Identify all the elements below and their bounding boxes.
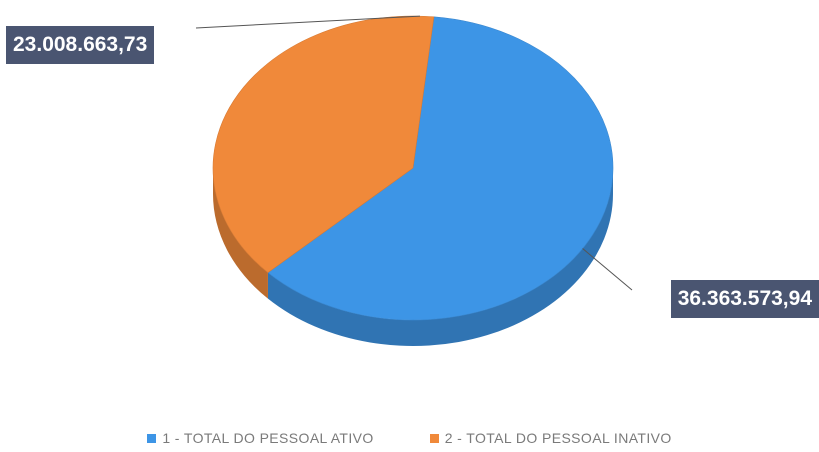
data-label-inativo: 23.008.663,73 — [6, 26, 155, 64]
legend-item-ativo: 1 - TOTAL DO PESSOAL ATIVO — [147, 430, 373, 446]
pie-slice-ativo — [267, 16, 614, 321]
data-label-ativo: 36.363.573,94 — [670, 280, 819, 318]
pie-slice-inativo — [212, 15, 435, 274]
legend-item-inativo: 2 - TOTAL DO PESSOAL INATIVO — [429, 430, 672, 446]
legend-label-inativo: 2 - TOTAL DO PESSOAL INATIVO — [444, 430, 672, 446]
leader-line-inativo — [195, 15, 421, 29]
pie-side-ativo — [267, 168, 613, 346]
leader-line-ativo — [582, 248, 633, 291]
legend-swatch-ativo — [147, 433, 157, 443]
legend: 1 - TOTAL DO PESSOAL ATIVO 2 - TOTAL DO … — [0, 430, 819, 446]
legend-swatch-inativo — [429, 433, 439, 443]
pie-side-inativo — [213, 168, 268, 299]
legend-label-ativo: 1 - TOTAL DO PESSOAL ATIVO — [162, 430, 374, 446]
